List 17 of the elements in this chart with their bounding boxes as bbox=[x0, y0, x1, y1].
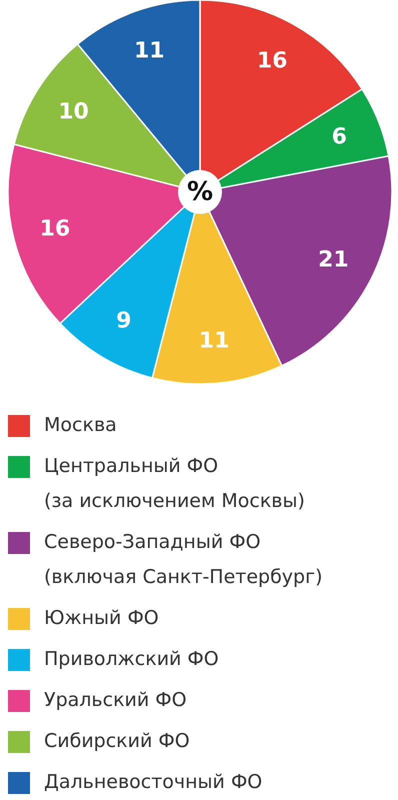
data-label: 9 bbox=[116, 308, 132, 334]
data-label: 11 bbox=[134, 38, 165, 64]
data-label: 11 bbox=[198, 328, 230, 354]
data-label: 21 bbox=[318, 247, 349, 272]
data-label: 6 bbox=[332, 124, 347, 150]
legend-label: Дальневосточный ФО bbox=[44, 771, 262, 793]
legend-label: Центральный ФО (за исключением Москвы) bbox=[44, 455, 305, 512]
legend-label: Сибирский ФО bbox=[44, 730, 190, 752]
legend-label: Москва bbox=[44, 414, 117, 436]
data-label: 16 bbox=[256, 48, 288, 74]
legend-label: Северо-Западный ФО (включая Санкт-Петербург) bbox=[44, 531, 323, 588]
text: % bbox=[186, 177, 214, 207]
legend-label: Южный ФО bbox=[44, 607, 159, 629]
legend-label: Уральский ФО bbox=[44, 689, 187, 711]
legend-label: Приволжский ФО bbox=[44, 648, 219, 670]
data-label: 10 bbox=[58, 99, 89, 124]
data-label: 16 bbox=[40, 216, 70, 242]
